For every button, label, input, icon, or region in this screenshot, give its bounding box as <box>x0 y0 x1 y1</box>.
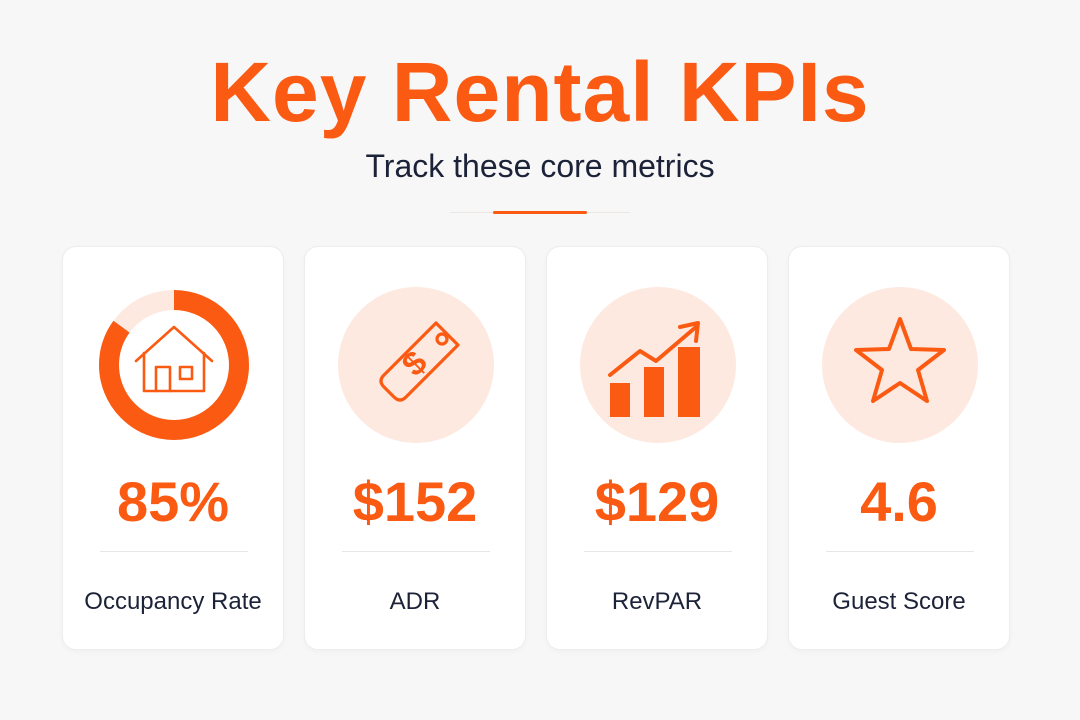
growth-chart-icon <box>608 321 700 417</box>
kpi-value-adr: $152 <box>352 470 478 533</box>
kpi-value-guest-score: 4.6 <box>860 470 938 533</box>
guest-score-icon-badge <box>822 287 978 443</box>
kpi-value-occupancy: 85% <box>116 470 230 533</box>
kpi-label-guest-score: Guest Score <box>832 588 966 615</box>
kpi-value-revpar: $129 <box>594 470 720 533</box>
kpi-card-occupancy: 85% Occupancy Rate <box>62 246 284 650</box>
kpi-label-occupancy: Occupancy Rate <box>84 588 262 615</box>
kpi-card-guest-score: 4.6 Guest Score <box>788 246 1010 650</box>
kpi-label-revpar: RevPAR <box>611 588 703 615</box>
kpi-card-revpar: $129 RevPAR <box>546 246 768 650</box>
page-title: Key Rental KPIs <box>210 45 870 139</box>
page-subtitle: Track these core metrics <box>365 148 715 184</box>
adr-icon-badge: $ <box>338 287 494 443</box>
title-divider <box>450 211 630 214</box>
kpi-label-adr: ADR <box>389 588 441 615</box>
star-icon <box>854 317 946 403</box>
house-icon <box>134 325 214 393</box>
revpar-icon-badge <box>580 287 736 443</box>
price-tag-icon <box>379 321 460 402</box>
kpi-card-adr: $ $152 ADR <box>304 246 526 650</box>
occupancy-ring <box>96 287 252 443</box>
